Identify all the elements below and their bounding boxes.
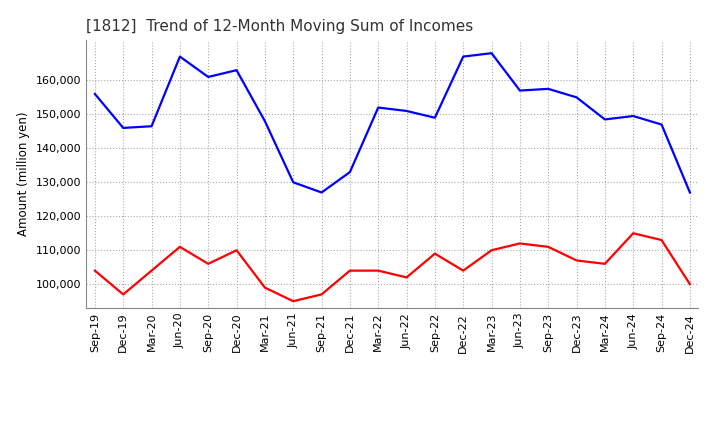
Net Income xyxy=(431,251,439,256)
Ordinary Income xyxy=(629,114,637,119)
Text: [1812]  Trend of 12-Month Moving Sum of Incomes: [1812] Trend of 12-Month Moving Sum of I… xyxy=(86,19,474,34)
Ordinary Income xyxy=(289,180,297,185)
Net Income xyxy=(374,268,382,273)
Ordinary Income xyxy=(233,67,241,73)
Line: Net Income: Net Income xyxy=(95,233,690,301)
Net Income xyxy=(233,248,241,253)
Net Income xyxy=(572,258,581,263)
Ordinary Income xyxy=(119,125,127,131)
Ordinary Income xyxy=(148,124,156,129)
Ordinary Income xyxy=(544,86,552,92)
Net Income xyxy=(459,268,467,273)
Net Income xyxy=(119,292,127,297)
Ordinary Income xyxy=(459,54,467,59)
Ordinary Income xyxy=(374,105,382,110)
Net Income xyxy=(516,241,524,246)
Net Income xyxy=(629,231,637,236)
Net Income xyxy=(204,261,212,267)
Net Income xyxy=(657,238,666,243)
Ordinary Income xyxy=(346,169,354,175)
Net Income xyxy=(91,268,99,273)
Net Income xyxy=(487,248,496,253)
Y-axis label: Amount (million yen): Amount (million yen) xyxy=(17,112,30,236)
Line: Ordinary Income: Ordinary Income xyxy=(95,53,690,192)
Ordinary Income xyxy=(261,118,269,124)
Net Income xyxy=(544,244,552,249)
Net Income xyxy=(289,299,297,304)
Ordinary Income xyxy=(402,108,411,114)
Net Income xyxy=(261,285,269,290)
Ordinary Income xyxy=(176,54,184,59)
Ordinary Income xyxy=(487,51,496,56)
Ordinary Income xyxy=(431,115,439,121)
Ordinary Income xyxy=(685,190,694,195)
Ordinary Income xyxy=(204,74,212,80)
Net Income xyxy=(600,261,609,267)
Net Income xyxy=(148,268,156,273)
Legend: Ordinary Income, Net Income: Ordinary Income, Net Income xyxy=(248,435,536,440)
Ordinary Income xyxy=(600,117,609,122)
Ordinary Income xyxy=(516,88,524,93)
Net Income xyxy=(685,282,694,287)
Net Income xyxy=(346,268,354,273)
Ordinary Income xyxy=(91,92,99,97)
Ordinary Income xyxy=(318,190,326,195)
Net Income xyxy=(318,292,326,297)
Net Income xyxy=(176,244,184,249)
Ordinary Income xyxy=(657,122,666,127)
Net Income xyxy=(402,275,411,280)
Ordinary Income xyxy=(572,95,581,100)
